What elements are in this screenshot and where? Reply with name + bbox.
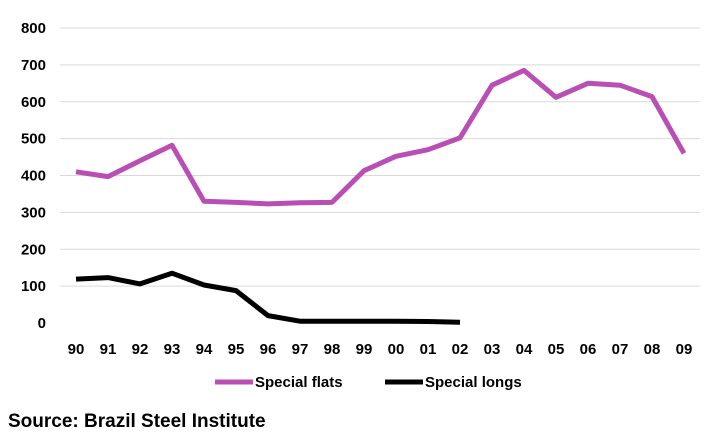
y-tick-label: 700 <box>21 57 46 74</box>
x-axis-ticks: 90 91 92 93 94 95 96 97 98 99 00 01 02 03 04 05 06 07 08 09 <box>68 341 693 358</box>
x-tick-label: 97 <box>292 341 309 358</box>
series-line-special-flats <box>75 67 687 207</box>
y-tick-label: 300 <box>21 204 46 221</box>
y-tick-label: 200 <box>21 241 46 258</box>
x-tick-label: 90 <box>68 341 85 358</box>
x-tick-label: 94 <box>196 341 213 358</box>
legend: Special flats Special longs <box>215 374 522 391</box>
y-tick-label: 600 <box>21 94 46 111</box>
x-tick-label: 02 <box>452 341 469 358</box>
gridlines <box>60 27 700 287</box>
x-tick-label: 08 <box>644 341 661 358</box>
series-lines <box>75 67 687 325</box>
legend-label: Special flats <box>255 374 343 391</box>
y-tick-label: 500 <box>21 131 46 148</box>
x-tick-label: 04 <box>516 341 533 358</box>
y-tick-label: 400 <box>21 168 46 185</box>
x-tick-label: 07 <box>612 341 629 358</box>
source-note: Source: Brazil Steel Institute <box>8 411 266 432</box>
x-tick-label: 99 <box>356 341 373 358</box>
series-line-special-longs <box>75 270 461 325</box>
x-tick-label: 91 <box>100 341 117 358</box>
x-tick-label: 92 <box>132 341 149 358</box>
x-tick-label: 03 <box>484 341 501 358</box>
x-tick-label: 01 <box>420 341 437 358</box>
x-tick-label: 93 <box>164 341 181 358</box>
x-tick-label: 09 <box>676 341 693 358</box>
x-tick-label: 95 <box>228 341 245 358</box>
x-tick-label: 06 <box>580 341 597 358</box>
y-tick-label: 0 <box>38 315 46 332</box>
y-axis-ticks: 0 100 200 300 400 500 600 700 800 <box>21 20 46 332</box>
y-tick-label: 100 <box>21 278 46 295</box>
x-tick-label: 00 <box>388 341 405 358</box>
legend-label: Special longs <box>425 374 522 391</box>
y-tick-label: 800 <box>21 20 46 37</box>
x-tick-label: 98 <box>324 341 341 358</box>
x-tick-label: 96 <box>260 341 277 358</box>
x-tick-label: 05 <box>548 341 565 358</box>
